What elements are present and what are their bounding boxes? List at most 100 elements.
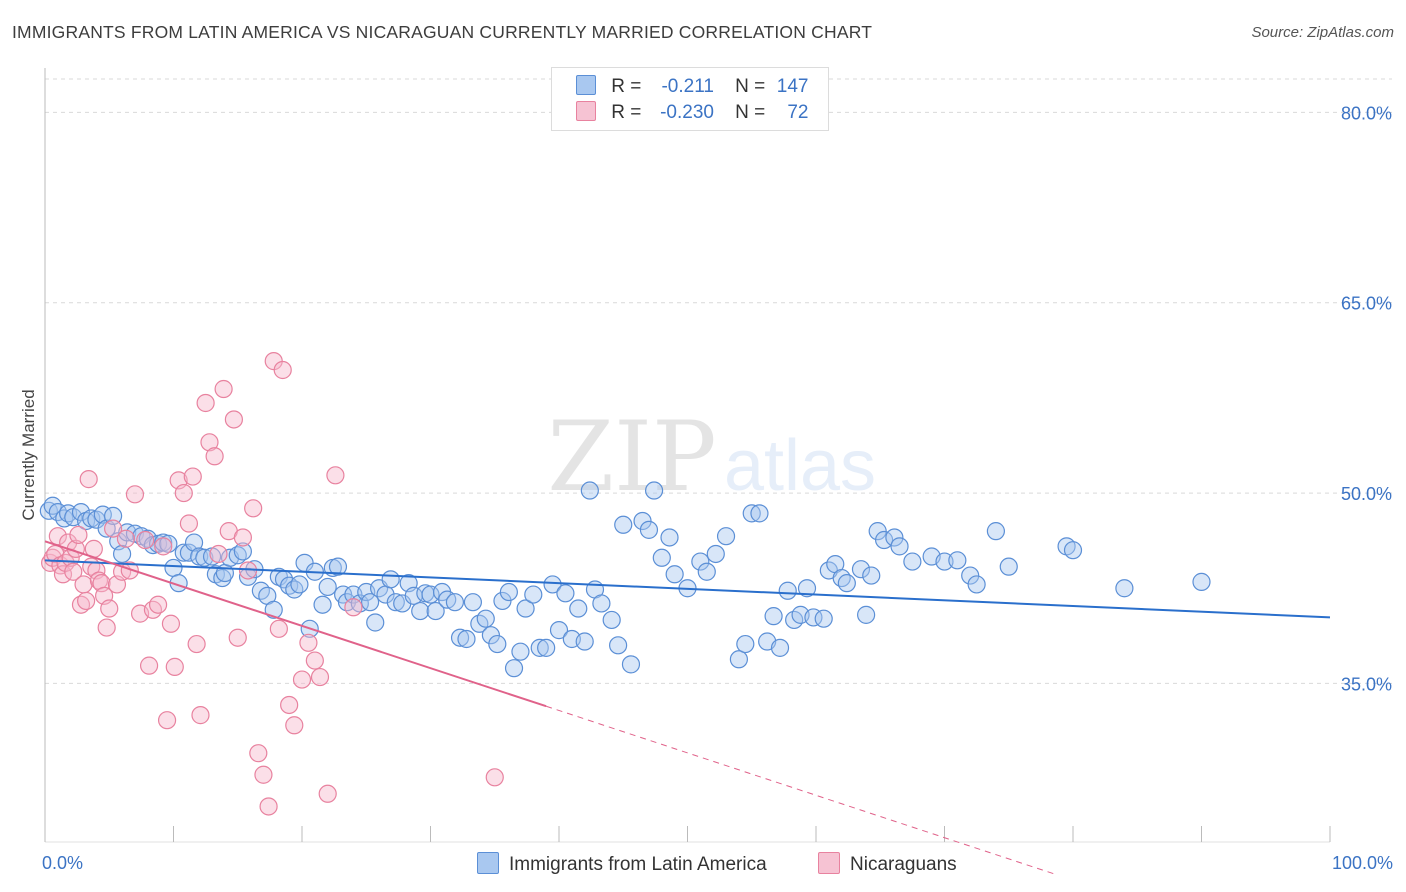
point-nicaraguan	[179, 514, 199, 533]
point-nicaraguan	[254, 765, 273, 784]
chart-title: IMMIGRANTS FROM LATIN AMERICA VS NICARAG…	[12, 22, 873, 42]
point-latin-america	[797, 579, 817, 598]
y-tick-label: 80.0%	[1341, 103, 1392, 123]
point-nicaraguan	[104, 519, 123, 538]
point-latin-america	[764, 607, 783, 626]
point-latin-america	[1063, 541, 1083, 560]
point-latin-america	[463, 593, 483, 612]
point-latin-america	[935, 552, 954, 571]
point-latin-america	[851, 560, 871, 579]
point-nicaraguan	[280, 695, 299, 715]
point-latin-america	[948, 551, 967, 570]
point-nicaraguan	[74, 575, 93, 594]
point-latin-america	[328, 557, 348, 576]
point-latin-america	[381, 570, 400, 589]
point-nicaraguan	[116, 529, 136, 548]
legend-r-value: -0.230	[660, 102, 714, 123]
watermark-atlas: atlas	[724, 426, 876, 506]
point-latin-america	[967, 575, 986, 594]
point-latin-america	[504, 659, 524, 678]
y-axis-title: Currently Married	[19, 389, 38, 520]
point-latin-america	[481, 626, 500, 645]
point-latin-america	[164, 558, 183, 578]
point-latin-america	[537, 638, 556, 657]
point-latin-america	[862, 566, 881, 585]
point-latin-america	[233, 542, 252, 561]
series-name-pink: Nicaraguans	[850, 854, 957, 875]
legend-row-pink: R = -0.230 N = 72	[576, 101, 808, 125]
point-latin-america	[476, 609, 495, 628]
point-nicaraguan	[100, 599, 119, 618]
series-swatch-pink	[818, 852, 840, 874]
x-tick-label: 100.0%	[1332, 853, 1393, 873]
point-nicaraguan	[273, 360, 292, 380]
point-nicaraguan	[249, 744, 268, 763]
point-latin-america	[602, 610, 621, 630]
legend-swatch-blue	[576, 75, 596, 95]
point-nicaraguan	[187, 634, 206, 654]
series-name-blue: Immigrants from Latin America	[509, 854, 767, 875]
point-latin-america	[697, 562, 716, 581]
point-latin-america	[386, 593, 405, 612]
point-latin-america	[857, 605, 876, 624]
point-latin-america	[729, 650, 749, 669]
point-nicaraguan	[136, 530, 155, 550]
point-latin-america	[543, 575, 562, 594]
point-nicaraguan	[228, 628, 247, 647]
point-latin-america	[213, 568, 232, 588]
point-latin-america	[639, 520, 659, 539]
point-nicaraguan	[161, 614, 181, 633]
trend-line-nicaraguan	[44, 540, 547, 708]
point-nicaraguan	[214, 379, 233, 399]
legend-n-label: N =	[735, 76, 766, 97]
point-latin-america	[609, 636, 628, 655]
point-latin-america	[706, 544, 725, 564]
point-latin-america	[159, 534, 178, 553]
y-tick-label: 65.0%	[1341, 294, 1392, 314]
point-latin-america	[814, 609, 833, 628]
point-nicaraguan	[154, 537, 173, 556]
point-latin-america	[238, 567, 258, 586]
point-nicaraguan	[310, 667, 330, 687]
trend-lines	[44, 540, 1331, 875]
point-latin-america	[118, 523, 137, 542]
series-legend: Immigrants from Latin America Nicaraguan…	[0, 852, 1406, 878]
point-nicaraguan	[191, 706, 210, 725]
point-latin-america	[264, 600, 283, 619]
point-latin-america	[999, 557, 1018, 576]
point-nicaraguan	[143, 600, 163, 619]
point-latin-america	[184, 533, 204, 552]
point-nicaraguan	[97, 618, 116, 637]
legend-n-label: N =	[735, 102, 766, 123]
point-latin-america	[499, 582, 518, 602]
point-latin-america	[421, 585, 440, 604]
point-nicaraguan	[165, 657, 184, 676]
point-latin-america	[549, 621, 569, 640]
point-latin-america	[644, 481, 664, 500]
point-latin-america	[524, 585, 543, 604]
point-latin-america	[868, 522, 887, 541]
point-nicaraguan	[269, 619, 288, 638]
point-latin-america	[411, 601, 430, 621]
point-latin-america	[885, 528, 904, 547]
point-nicaraguan	[196, 393, 215, 413]
point-latin-america	[592, 594, 611, 613]
point-latin-america	[660, 528, 679, 547]
series-swatch-blue	[477, 852, 499, 874]
series-legend-pink: Nicaraguans	[818, 852, 957, 876]
legend-n-value: 147	[776, 76, 809, 97]
point-latin-america	[71, 502, 91, 522]
point-nicaraguan	[318, 784, 337, 803]
point-nicaraguan	[139, 656, 159, 675]
y-tick-label: 35.0%	[1341, 674, 1392, 694]
point-nicaraguan	[77, 591, 96, 611]
legend-r-value: -0.211	[661, 76, 714, 97]
point-nicaraguan	[344, 598, 363, 617]
point-nicaraguan	[183, 467, 202, 486]
watermark-zip: ZIP	[547, 401, 716, 513]
data-points	[39, 352, 1211, 816]
legend-r-label: R =	[611, 102, 642, 123]
point-latin-america	[290, 575, 309, 594]
watermark: ZIP atlas	[547, 401, 876, 513]
point-latin-america	[450, 628, 470, 647]
